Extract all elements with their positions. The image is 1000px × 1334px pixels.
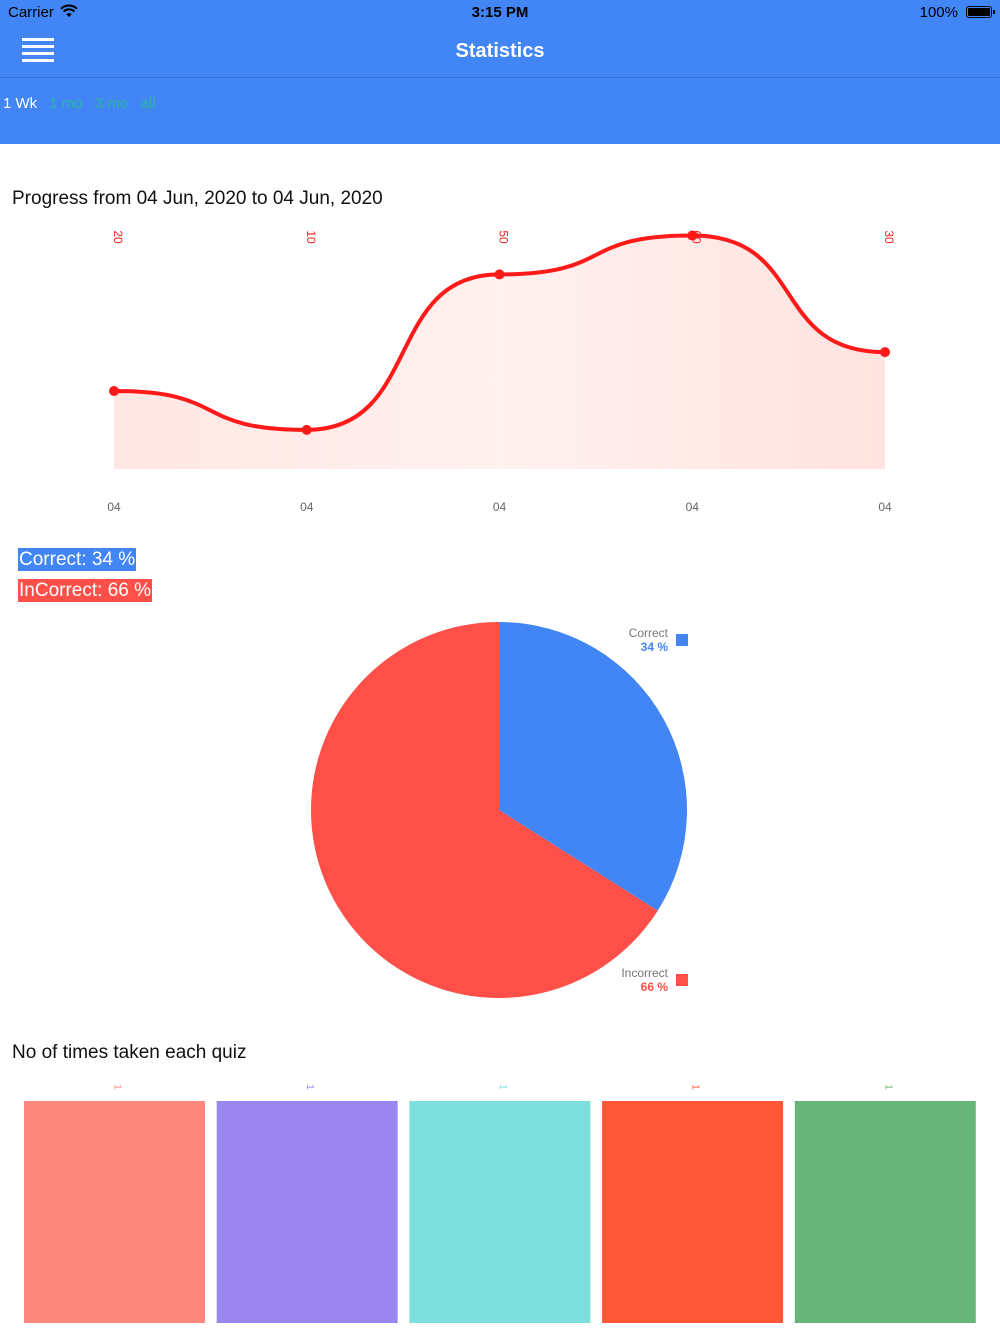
progress-value-label-1: 20	[111, 230, 125, 244]
quiz-bar-4	[602, 1101, 784, 1323]
battery-percentage: 100%	[919, 4, 958, 21]
pie-legend-swatch-incorrect	[676, 974, 688, 986]
legend-correct: Correct: 34 %	[18, 548, 137, 571]
pie-label-correct: Correct	[629, 626, 669, 640]
progress-point-1	[109, 386, 119, 397]
quiz-count-title: No of times taken each quiz	[12, 1042, 247, 1063]
legend-incorrect: InCorrect: 66 %	[18, 579, 152, 602]
progress-x-tick-1: 04	[107, 500, 121, 514]
menu-icon[interactable]	[22, 38, 54, 64]
pie-slice-incorrect	[310, 622, 658, 998]
progress-value-label-4: 60	[689, 230, 703, 244]
progress-x-tick-4: 04	[686, 500, 700, 514]
wifi-icon	[60, 4, 78, 17]
progress-x-tick-2: 04	[300, 500, 314, 514]
tab-3-months[interactable]: 3 mo	[94, 95, 129, 112]
app-header: Carrier 3:15 PM 100% Statistics 1 Wk 1 m…	[0, 0, 1000, 144]
progress-point-3	[494, 269, 505, 280]
quiz-count-bar-chart: 1 1 1 1 1	[24, 1084, 976, 1323]
progress-value-label-2: 10	[304, 230, 318, 244]
status-bar: Carrier 3:15 PM 100%	[0, 0, 1000, 26]
progress-line-chart: 20 10 50 60 30 04 04 04 04 04	[107, 230, 896, 514]
pie-value-incorrect: 66 %	[641, 980, 669, 994]
tab-1-month[interactable]: 1 mo	[49, 95, 83, 112]
quiz-bar-value-1: 1	[112, 1084, 123, 1090]
nav-bar: Statistics	[0, 26, 1000, 78]
quiz-bar-3	[409, 1101, 591, 1323]
quiz-bar-value-5: 1	[882, 1084, 893, 1090]
progress-x-tick-5: 04	[878, 500, 892, 514]
pie-label-incorrect: Incorrect	[621, 966, 668, 980]
progress-point-5	[880, 347, 890, 358]
status-time: 3:15 PM	[471, 4, 529, 21]
battery-icon	[966, 6, 995, 18]
quiz-bar-1	[24, 1101, 205, 1323]
tab-1-week[interactable]: 1 Wk	[3, 95, 38, 112]
progress-value-label-5: 30	[882, 230, 896, 244]
quiz-bar-value-3: 1	[497, 1084, 508, 1090]
quiz-bar-value-2: 1	[304, 1084, 315, 1090]
progress-title: Progress from 04 Jun, 2020 to 04 Jun, 20…	[12, 188, 383, 209]
pie-legend-swatch-correct	[676, 634, 688, 646]
carrier-label: Carrier	[8, 4, 54, 21]
progress-point-2	[301, 424, 312, 435]
pie-slice-correct	[499, 622, 687, 911]
quiz-bar-value-4: 1	[690, 1084, 701, 1090]
progress-point-4	[687, 230, 698, 241]
progress-area-fill	[114, 235, 885, 469]
quiz-bar-5	[794, 1101, 976, 1323]
progress-value-label-3: 50	[497, 230, 511, 244]
range-tabs: 1 Wk 1 mo 3 mo all	[3, 95, 163, 112]
progress-x-tick-3: 04	[493, 500, 507, 514]
page-title: Statistics	[455, 40, 545, 62]
tab-all[interactable]: all	[140, 95, 156, 112]
quiz-bar-2	[216, 1101, 398, 1323]
pie-value-correct: 34 %	[641, 640, 669, 654]
